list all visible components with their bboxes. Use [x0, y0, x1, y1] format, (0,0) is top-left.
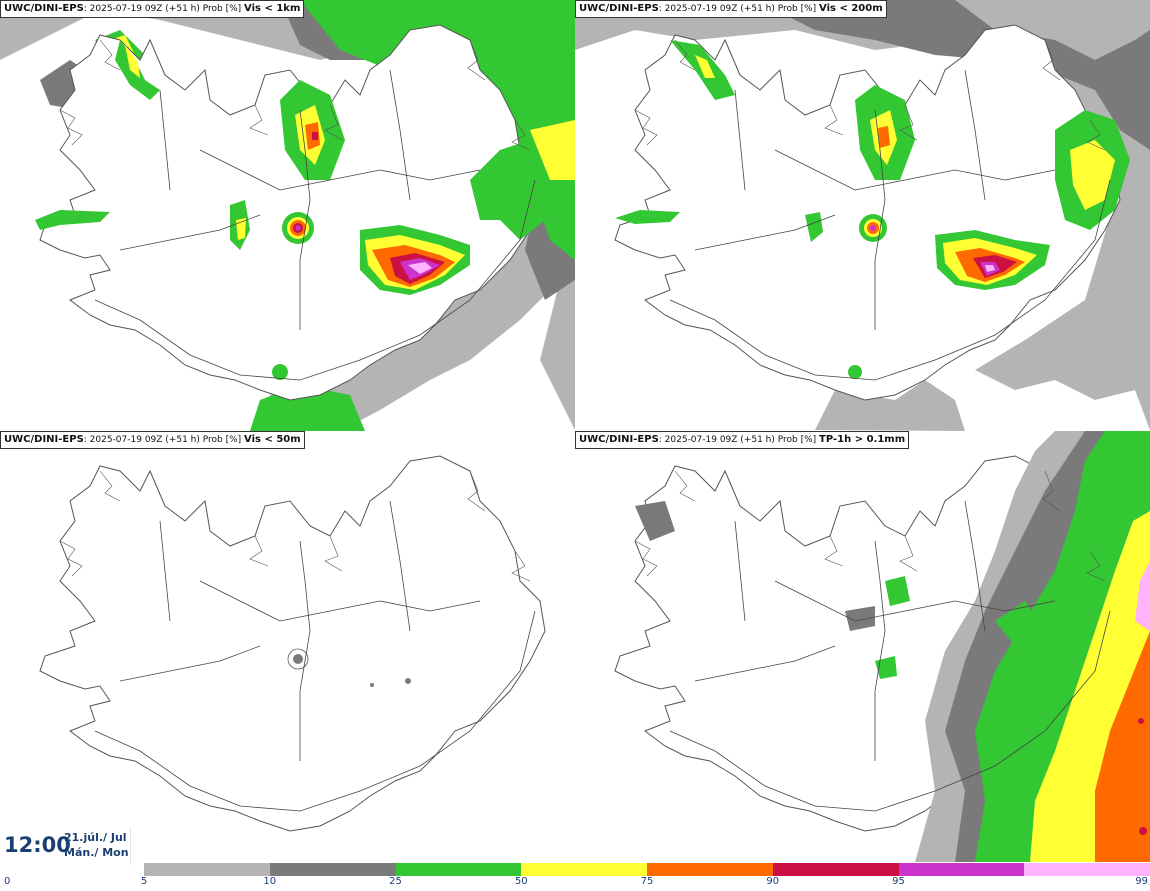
colorbar-tick-label: 95 — [892, 876, 905, 887]
valid-time: 12:00 — [4, 833, 71, 857]
colorbar-segment-3 — [521, 863, 647, 876]
colorbar-segment-2 — [395, 863, 522, 876]
colorbar-tick-label: 50 — [514, 876, 528, 887]
model-name: UWC/DINI-EPS — [4, 434, 84, 445]
colorbar-segment-1 — [269, 863, 396, 876]
colorbar-tick-label: 25 — [389, 876, 402, 887]
colorbar-tick-label: 0 — [4, 876, 11, 887]
parameter-label: Vis < 200m — [819, 3, 883, 14]
model-name: UWC/DINI-EPS — [579, 3, 659, 14]
valid-weekday: Mán./ Mon — [64, 846, 129, 859]
map-precip — [575, 431, 1150, 862]
colorbar-segment-0 — [144, 863, 270, 876]
parameter-label: TP-1h > 0.1mm — [819, 434, 906, 445]
run-info: : 2025-07-19 09Z (+51 h) Prob [%] — [658, 4, 817, 14]
run-info: : 2025-07-19 09Z (+51 h) Prob [%] — [83, 435, 242, 445]
panel-header: UWC/DINI-EPS: 2025-07-19 09Z (+51 h) Pro… — [0, 0, 305, 18]
model-name: UWC/DINI-EPS — [4, 3, 84, 14]
map-panel-vis-1km: UWC/DINI-EPS: 2025-07-19 09Z (+51 h) Pro… — [0, 0, 575, 431]
map-panel-precip: UWC/DINI-EPS: 2025-07-19 09Z (+51 h) Pro… — [575, 431, 1150, 862]
valid-time-box: 12:00 21.júl./ Jul Mán./ Mon — [0, 827, 131, 865]
colorbar-segment-5 — [772, 863, 899, 876]
panel-header: UWC/DINI-EPS: 2025-07-19 09Z (+51 h) Pro… — [575, 0, 887, 18]
map-vis-200m — [575, 0, 1150, 431]
map-panel-vis-50m: UWC/DINI-EPS: 2025-07-19 09Z (+51 h) Pro… — [0, 431, 575, 862]
colorbar-segment-4 — [647, 863, 773, 876]
parameter-label: Vis < 1km — [244, 3, 301, 14]
parameter-label: Vis < 50m — [244, 434, 301, 445]
run-info: : 2025-07-19 09Z (+51 h) Prob [%] — [83, 4, 242, 14]
valid-date: 21.júl./ Jul — [64, 831, 127, 844]
panel-header: UWC/DINI-EPS: 2025-07-19 09Z (+51 h) Pro… — [575, 431, 910, 449]
colorbar — [144, 863, 1150, 876]
run-info: : 2025-07-19 09Z (+51 h) Prob [%] — [658, 435, 817, 445]
map-panel-vis-200m: UWC/DINI-EPS: 2025-07-19 09Z (+51 h) Pro… — [575, 0, 1150, 431]
colorbar-tick-label: 5 — [140, 876, 148, 887]
map-vis-50m — [0, 431, 575, 862]
colorbar-tick-label: 99 — [1135, 876, 1148, 887]
colorbar-tick-label: 75 — [640, 876, 654, 887]
colorbar-tick-label: 90 — [766, 876, 780, 887]
colorbar-segment-6 — [898, 863, 1025, 876]
map-vis-1km — [0, 0, 575, 431]
model-name: UWC/DINI-EPS — [579, 434, 659, 445]
panel-header: UWC/DINI-EPS: 2025-07-19 09Z (+51 h) Pro… — [0, 431, 305, 449]
colorbar-segment-7 — [1024, 863, 1150, 876]
colorbar-tick-label: 10 — [263, 876, 277, 887]
